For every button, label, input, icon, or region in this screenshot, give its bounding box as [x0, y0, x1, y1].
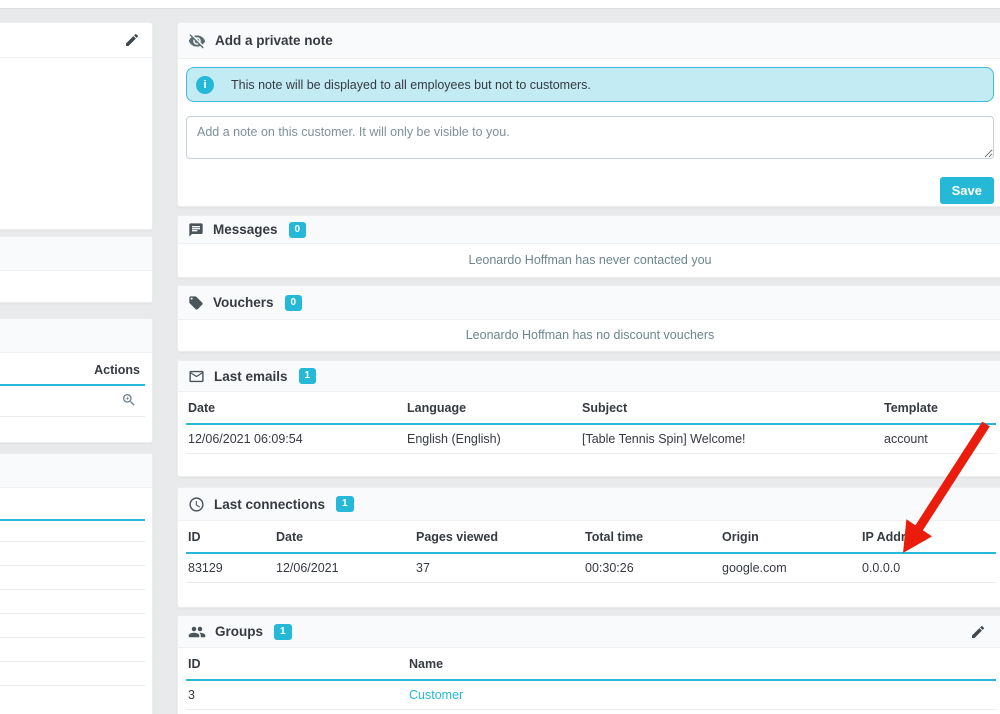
- messages-panel: Messages 0 Leonardo Hoffman has never co…: [177, 215, 1000, 278]
- last-emails-header: Last emails 1: [178, 361, 1000, 392]
- vouchers-count-badge: 0: [284, 294, 303, 311]
- cell-language: English (English): [405, 424, 580, 454]
- col-header-template: Template: [882, 392, 996, 425]
- table-header-row: ID Date Pages viewed Total time Origin I…: [186, 521, 996, 554]
- groups-count-badge: 1: [274, 623, 292, 640]
- last-emails-panel: Last emails 1 Date Language Subject Temp…: [177, 360, 1000, 477]
- save-button[interactable]: Save: [939, 177, 994, 204]
- cell-date: 12/06/2021 06:09:54: [186, 424, 405, 454]
- row-divider: [0, 416, 145, 417]
- left-small-card-header: [0, 237, 152, 271]
- people-icon: [188, 623, 206, 641]
- groups-panel: Groups 1 ID Name 3 Customer: [177, 615, 1000, 714]
- row-divider: [0, 637, 145, 638]
- panel-title: Add a private note: [215, 33, 333, 48]
- zoom-in-icon: [121, 392, 137, 408]
- info-alert-text: This note will be displayed to all emplo…: [231, 77, 591, 92]
- customer-info-card-header: [0, 23, 152, 58]
- cell-total-time: 00:30:26: [583, 553, 720, 583]
- cell-pages-viewed: 37: [414, 553, 583, 583]
- col-header-date: Date: [274, 521, 414, 554]
- tag-icon: [188, 295, 204, 311]
- pencil-icon: [970, 624, 986, 640]
- col-header-date: Date: [186, 392, 405, 425]
- left-small-card: [0, 236, 153, 303]
- col-header-subject: Subject: [580, 392, 882, 425]
- top-header-edge: [0, 0, 1000, 9]
- last-connections-panel: Last connections 1 ID Date Pages viewed …: [177, 487, 1000, 608]
- actions-column-header: Actions: [94, 363, 140, 377]
- last-emails-count-badge: 1: [298, 368, 317, 384]
- left-table-card-header: [0, 319, 152, 353]
- col-header-id: ID: [186, 648, 407, 681]
- info-icon: i: [196, 75, 214, 94]
- col-header-origin: Origin: [720, 521, 860, 554]
- table-header-underline: [0, 519, 145, 521]
- cell-ip-address: 0.0.0.0: [860, 553, 996, 583]
- vouchers-empty-text: Leonardo Hoffman has no discount voucher…: [465, 328, 715, 342]
- messages-header: Messages 0: [178, 216, 1000, 244]
- table-header-row: ID Name: [186, 648, 996, 681]
- envelope-icon: [188, 368, 205, 385]
- row-divider: [0, 589, 145, 590]
- panel-title: Groups: [215, 624, 264, 639]
- table-header-underline: [0, 384, 145, 386]
- col-header-pages-viewed: Pages viewed: [414, 521, 583, 554]
- col-header-total-time: Total time: [583, 521, 720, 554]
- panel-title: Vouchers: [213, 295, 274, 310]
- messages-count-badge: 0: [288, 221, 307, 238]
- row-divider: [0, 565, 145, 566]
- cell-id: 3: [186, 680, 407, 710]
- private-note-body: i This note will be displayed to all emp…: [178, 59, 1000, 212]
- messages-empty-text: Leonardo Hoffman has never contacted you: [468, 253, 712, 267]
- row-divider: [0, 685, 145, 686]
- cell-template: account: [882, 424, 996, 454]
- cell-subject: [Table Tennis Spin] Welcome!: [580, 424, 882, 454]
- last-connections-header: Last connections 1: [178, 488, 1000, 521]
- left-long-table-card: [0, 453, 153, 714]
- group-customer-link[interactable]: Customer: [409, 688, 464, 702]
- vouchers-header: Vouchers 0: [178, 286, 1000, 320]
- last-connections-table: ID Date Pages viewed Total time Origin I…: [186, 521, 996, 583]
- eye-off-icon: [188, 32, 206, 50]
- pencil-icon: [124, 32, 140, 48]
- table-row: 83129 12/06/2021 37 00:30:26 google.com …: [186, 553, 996, 583]
- panel-title: Last connections: [214, 496, 326, 512]
- row-divider: [0, 541, 145, 542]
- last-connections-count-badge: 1: [336, 496, 354, 512]
- edit-customer-button[interactable]: [124, 32, 140, 48]
- cell-date: 12/06/2021: [274, 553, 414, 583]
- edit-groups-button[interactable]: [970, 624, 992, 640]
- col-header-name: Name: [407, 648, 996, 681]
- table-header-row: Date Language Subject Template: [186, 392, 996, 425]
- table-row: 12/06/2021 06:09:54 English (English) [T…: [186, 424, 996, 454]
- chat-bubble-icon: [188, 222, 204, 238]
- vouchers-panel: Vouchers 0 Leonardo Hoffman has no disco…: [177, 285, 1000, 352]
- info-alert: i This note will be displayed to all emp…: [186, 67, 994, 102]
- groups-table: ID Name 3 Customer: [186, 648, 996, 710]
- cell-origin: google.com: [720, 553, 860, 583]
- table-row: 3 Customer: [186, 680, 996, 710]
- groups-header: Groups 1: [178, 616, 1000, 648]
- panel-title: Last emails: [214, 368, 288, 384]
- col-header-language: Language: [405, 392, 580, 425]
- cell-id: 83129: [186, 553, 274, 583]
- panel-title: Messages: [213, 222, 278, 237]
- col-header-id: ID: [186, 521, 274, 554]
- row-divider: [0, 613, 145, 614]
- private-note-input[interactable]: [186, 116, 994, 159]
- cell-name: Customer: [407, 680, 996, 710]
- row-divider: [0, 661, 145, 662]
- customer-info-card: [0, 22, 153, 230]
- last-emails-table: Date Language Subject Template 12/06/202…: [186, 392, 996, 454]
- clock-icon: [188, 496, 205, 513]
- private-note-header: Add a private note: [178, 23, 1000, 59]
- private-note-panel: Add a private note i This note will be d…: [177, 22, 1000, 207]
- left-table-card: Actions: [0, 318, 153, 443]
- col-header-ip-address: IP Address: [860, 521, 996, 554]
- view-details-button[interactable]: [121, 392, 137, 408]
- left-long-table-card-header: [0, 454, 152, 488]
